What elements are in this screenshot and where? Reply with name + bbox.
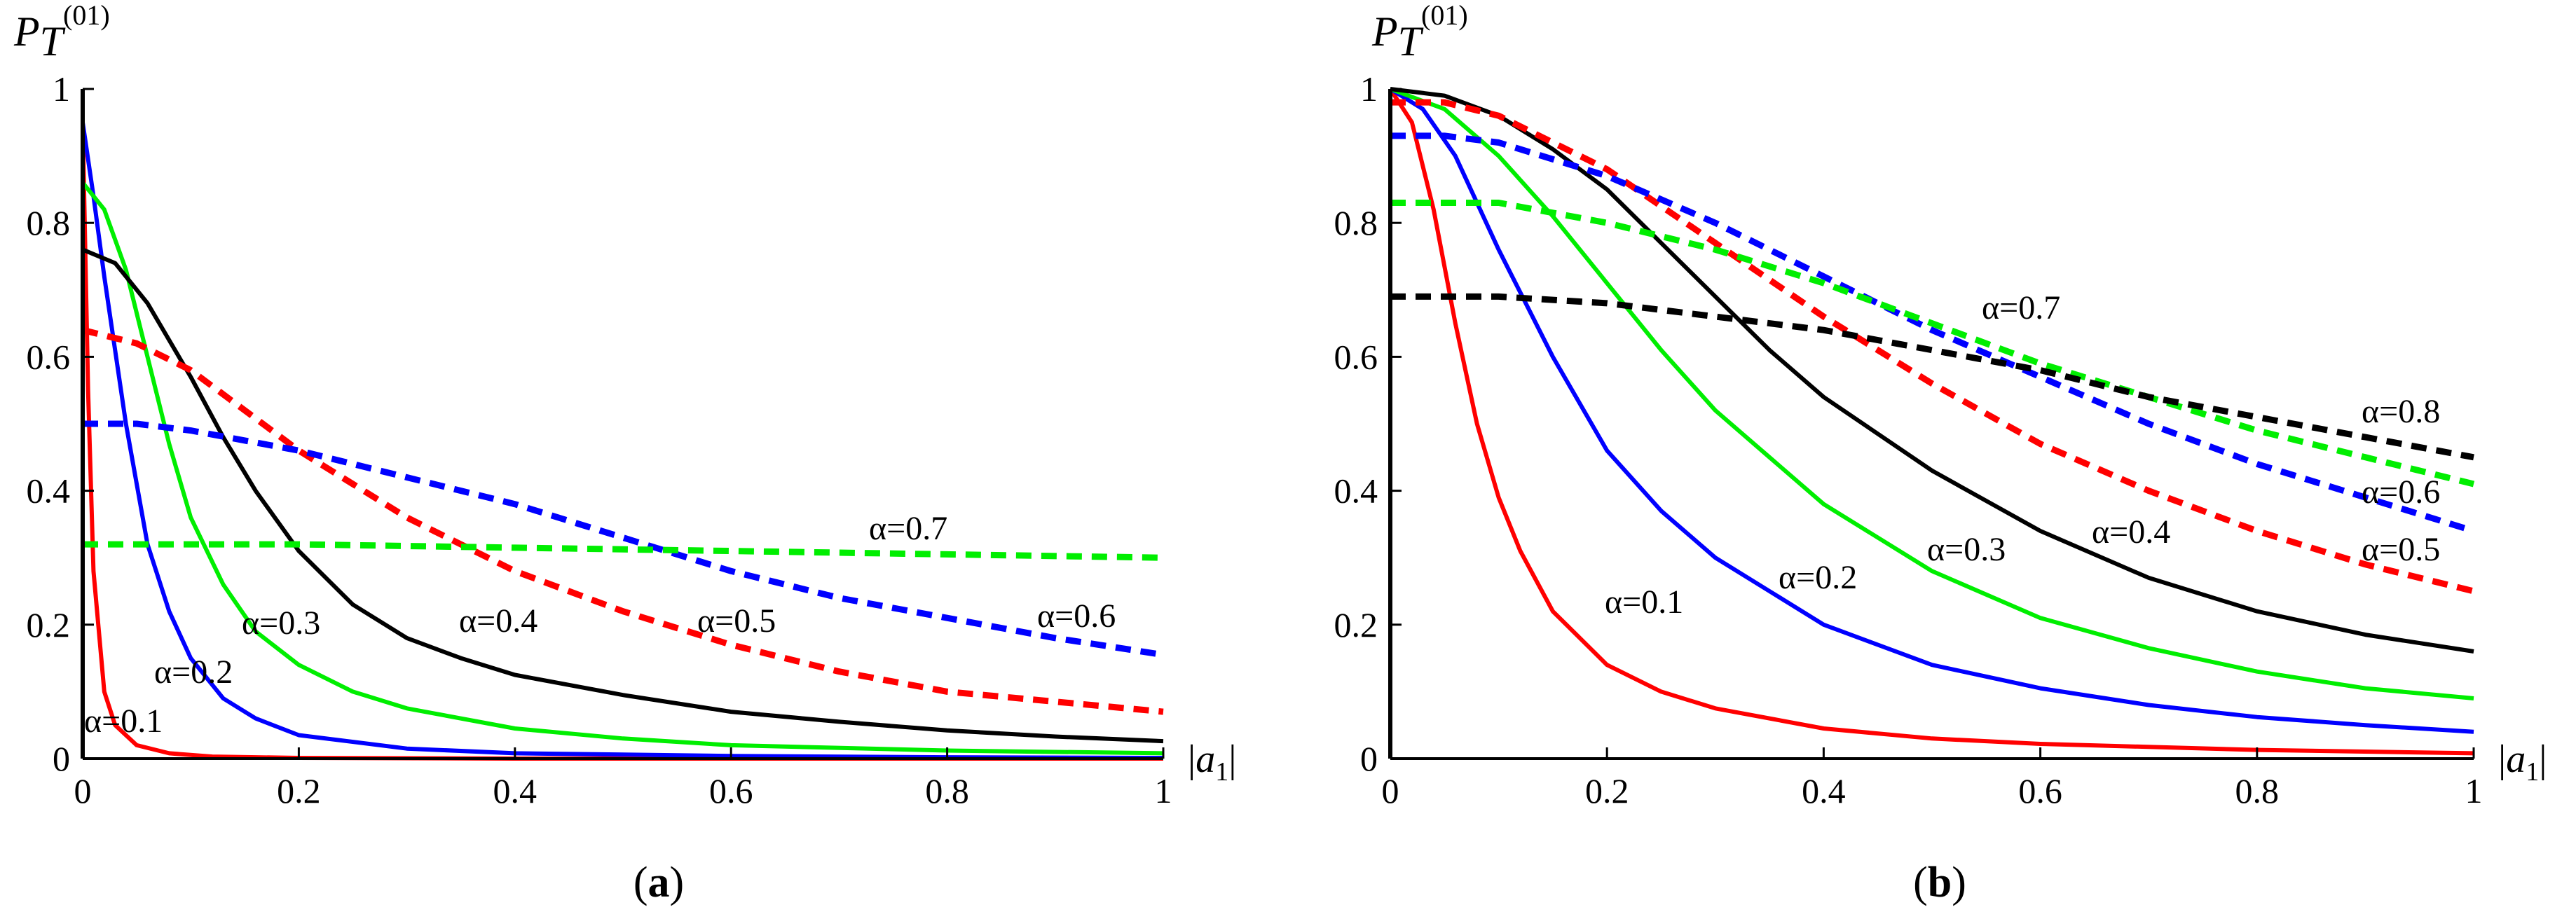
series-line-alpha-0.2-b bbox=[1389, 87, 2474, 734]
y-ticks-a: 0 0.2 0.4 0.6 0.8 1 bbox=[27, 69, 94, 778]
y-tick-label-a: 1 bbox=[53, 69, 70, 109]
chart-panel-a: 0 0.2 0.4 0.6 0.8 1 0 0.2 0.4 0.6 0.8 1 PT(01) |a1… bbox=[13, 0, 1236, 906]
x-tick-label-a: 0.4 bbox=[493, 771, 537, 810]
x-tick-label-a: 0.8 bbox=[925, 771, 969, 810]
series-label-alpha-0.3-b: α=0.3 bbox=[1927, 531, 2006, 568]
series-label-alpha-0.1-b: α=0.1 bbox=[1605, 583, 1683, 621]
y-tick-label-b: 0 bbox=[1360, 739, 1378, 778]
series-line-alpha-0.5-b bbox=[1390, 99, 2475, 595]
series-line-alpha-0.7-b bbox=[1390, 200, 2475, 488]
series-line-alpha-0.4-a bbox=[81, 247, 1164, 744]
series-label-alpha-0.4-b: α=0.4 bbox=[2092, 513, 2170, 551]
y-axis-label-b: PT(01) bbox=[1371, 0, 1468, 64]
y-tick-label-a: 0.4 bbox=[27, 471, 71, 511]
series-lines-b bbox=[1388, 87, 2475, 756]
x-tick-label-b: 0.2 bbox=[1585, 771, 1629, 810]
x-tick-label-b: 0.8 bbox=[2235, 771, 2280, 810]
series-label-alpha-0.5-b: α=0.5 bbox=[2362, 531, 2440, 568]
series-line-alpha-0.8-b bbox=[1390, 293, 2474, 461]
series-label-alpha-0.2-b: α=0.2 bbox=[1779, 559, 1857, 596]
x-ticks-b: 0 0.2 0.4 0.6 0.8 1 bbox=[1382, 747, 2483, 810]
series-labels-a: α=0.1 α=0.2 α=0.3 α=0.4 α=0.5 α=0.6 α=0.… bbox=[84, 510, 1116, 740]
y-tick-label-a: 0.2 bbox=[27, 605, 71, 644]
x-tick-label-a: 1 bbox=[1155, 771, 1172, 810]
x-tick-label-a: 0 bbox=[74, 771, 92, 810]
x-axis-label-b: |a1| bbox=[2498, 738, 2547, 787]
y-axis-label-a: PT(01) bbox=[13, 0, 110, 64]
y-ticks-b: 0 0.2 0.4 0.6 0.8 1 bbox=[1334, 69, 1402, 778]
series-label-alpha-0.3-a: α=0.3 bbox=[242, 604, 320, 642]
y-tick-label-a: 0.8 bbox=[27, 203, 71, 242]
series-line-alpha-0.1-b bbox=[1388, 88, 2474, 756]
x-axis-label-a: |a1| bbox=[1188, 738, 1236, 787]
y-tick-label-b: 0.6 bbox=[1334, 337, 1378, 376]
series-label-alpha-0.8-b: α=0.8 bbox=[2362, 393, 2440, 430]
series-label-alpha-0.1-a: α=0.1 bbox=[84, 703, 163, 740]
x-ticks-a: 0 0.2 0.4 0.6 0.8 1 bbox=[74, 747, 1172, 810]
y-tick-label-b: 0.4 bbox=[1334, 471, 1378, 511]
series-label-alpha-0.2-a: α=0.2 bbox=[154, 654, 233, 691]
y-tick-label-a: 0 bbox=[53, 739, 70, 778]
y-tick-label-b: 0.8 bbox=[1334, 203, 1378, 242]
x-tick-label-b: 0.6 bbox=[2018, 771, 2062, 810]
series-line-alpha-0.2-a bbox=[81, 122, 1164, 760]
series-label-alpha-0.4-a: α=0.4 bbox=[459, 602, 537, 640]
series-lines-a bbox=[81, 122, 1164, 761]
x-tick-label-b: 0.4 bbox=[1802, 771, 1846, 810]
series-label-alpha-0.6-a: α=0.6 bbox=[1037, 597, 1116, 635]
y-tick-label-b: 1 bbox=[1360, 69, 1378, 109]
series-label-alpha-0.6-b: α=0.6 bbox=[2362, 474, 2440, 511]
series-label-alpha-0.7-a: α=0.7 bbox=[869, 510, 947, 547]
series-label-alpha-0.7-b: α=0.7 bbox=[1982, 289, 2060, 326]
y-tick-label-b: 0.2 bbox=[1334, 605, 1378, 644]
y-tick-label-a: 0.6 bbox=[27, 337, 71, 376]
panel-label-b: (b) bbox=[1913, 859, 1966, 906]
series-label-alpha-0.5-a: α=0.5 bbox=[697, 602, 776, 640]
chart-panel-b: 0 0.2 0.4 0.6 0.8 1 0 0.2 0.4 0.6 0.8 1 PT(01) |a1… bbox=[1334, 0, 2547, 906]
x-tick-label-b: 1 bbox=[2465, 771, 2483, 810]
series-line-alpha-0.3-a bbox=[81, 181, 1164, 756]
series-line-alpha-0.5-a bbox=[81, 326, 1164, 715]
x-tick-label-a: 0.2 bbox=[277, 771, 321, 810]
series-labels-b: α=0.1 α=0.2 α=0.3 α=0.4 α=0.5 α=0.6 α=0.… bbox=[1605, 289, 2440, 621]
x-tick-label-a: 0.6 bbox=[709, 771, 753, 810]
panel-label-a: (a) bbox=[633, 859, 684, 906]
x-tick-label-b: 0 bbox=[1382, 771, 1399, 810]
series-line-alpha-0.3-b bbox=[1389, 87, 2474, 700]
series-line-alpha-0.7-a bbox=[83, 541, 1164, 561]
